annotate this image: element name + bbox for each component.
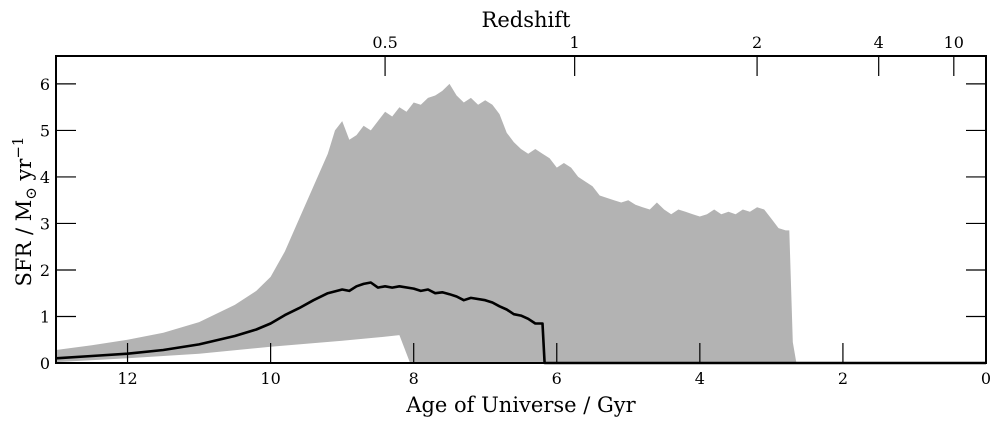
y-axis-label-sub: ⊙: [22, 187, 40, 200]
y-tick-label: 2: [40, 261, 50, 280]
top-axis-label: Redshift: [482, 8, 571, 32]
tick-marks-layer: [56, 56, 987, 364]
y-axis-label-sup: −1: [9, 137, 27, 159]
y-tick-label: 3: [40, 214, 50, 233]
x-tick-label: 6: [552, 369, 562, 388]
redshift-tick-label: 2: [752, 33, 762, 52]
redshift-tick-label: 10: [944, 33, 964, 52]
y-axis-label: SFR / M⊙ yr−1: [9, 137, 40, 287]
sfr-range-band: [56, 83, 797, 364]
y-tick-label: 5: [40, 121, 50, 140]
y-tick-label: 6: [40, 75, 50, 94]
median-sfr-line: [55, 281, 986, 365]
x-tick-label: 8: [409, 369, 419, 388]
redshift-tick-label: 0.5: [372, 33, 397, 52]
y-axis-label-main: SFR / M: [12, 200, 36, 287]
y-tick-label: 0: [40, 354, 50, 373]
x-axis-label: Age of Universe / Gyr: [405, 393, 636, 417]
redshift-tick-label: 1: [570, 33, 580, 52]
x-tick-label: 10: [260, 369, 280, 388]
y-tick-label: 1: [40, 307, 50, 326]
median-sfr-line-layer: [55, 281, 986, 365]
x-tick-label: 12: [117, 369, 137, 388]
x-tick-label: 2: [838, 369, 848, 388]
plot-frame: [55, 55, 987, 364]
x-tick-label: 4: [695, 369, 705, 388]
y-tick-label: 4: [40, 168, 50, 187]
x-tick-label: 0: [981, 369, 991, 388]
sfr-range-band-layer: [56, 83, 797, 364]
redshift-tick-label: 4: [874, 33, 884, 52]
y-axis-label-rest: yr: [12, 158, 36, 188]
